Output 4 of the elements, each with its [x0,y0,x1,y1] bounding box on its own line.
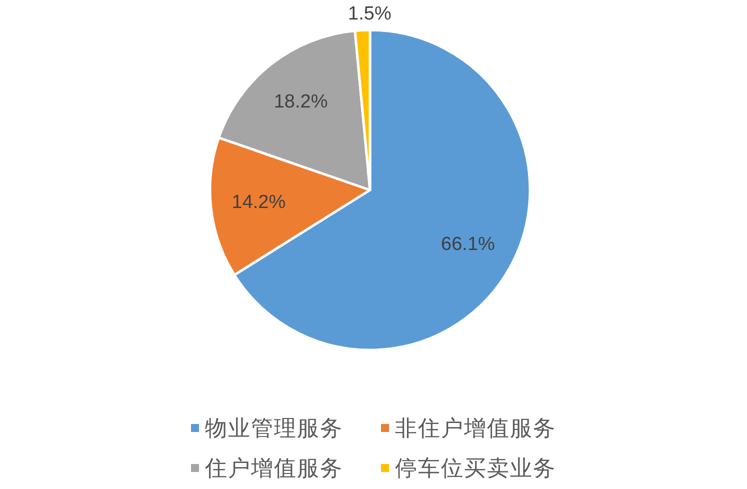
data-label: 66.1% [441,234,496,255]
data-label: 1.5% [348,4,392,25]
data-label: 14.2% [232,192,286,214]
data-label: 18.2% [274,91,328,112]
